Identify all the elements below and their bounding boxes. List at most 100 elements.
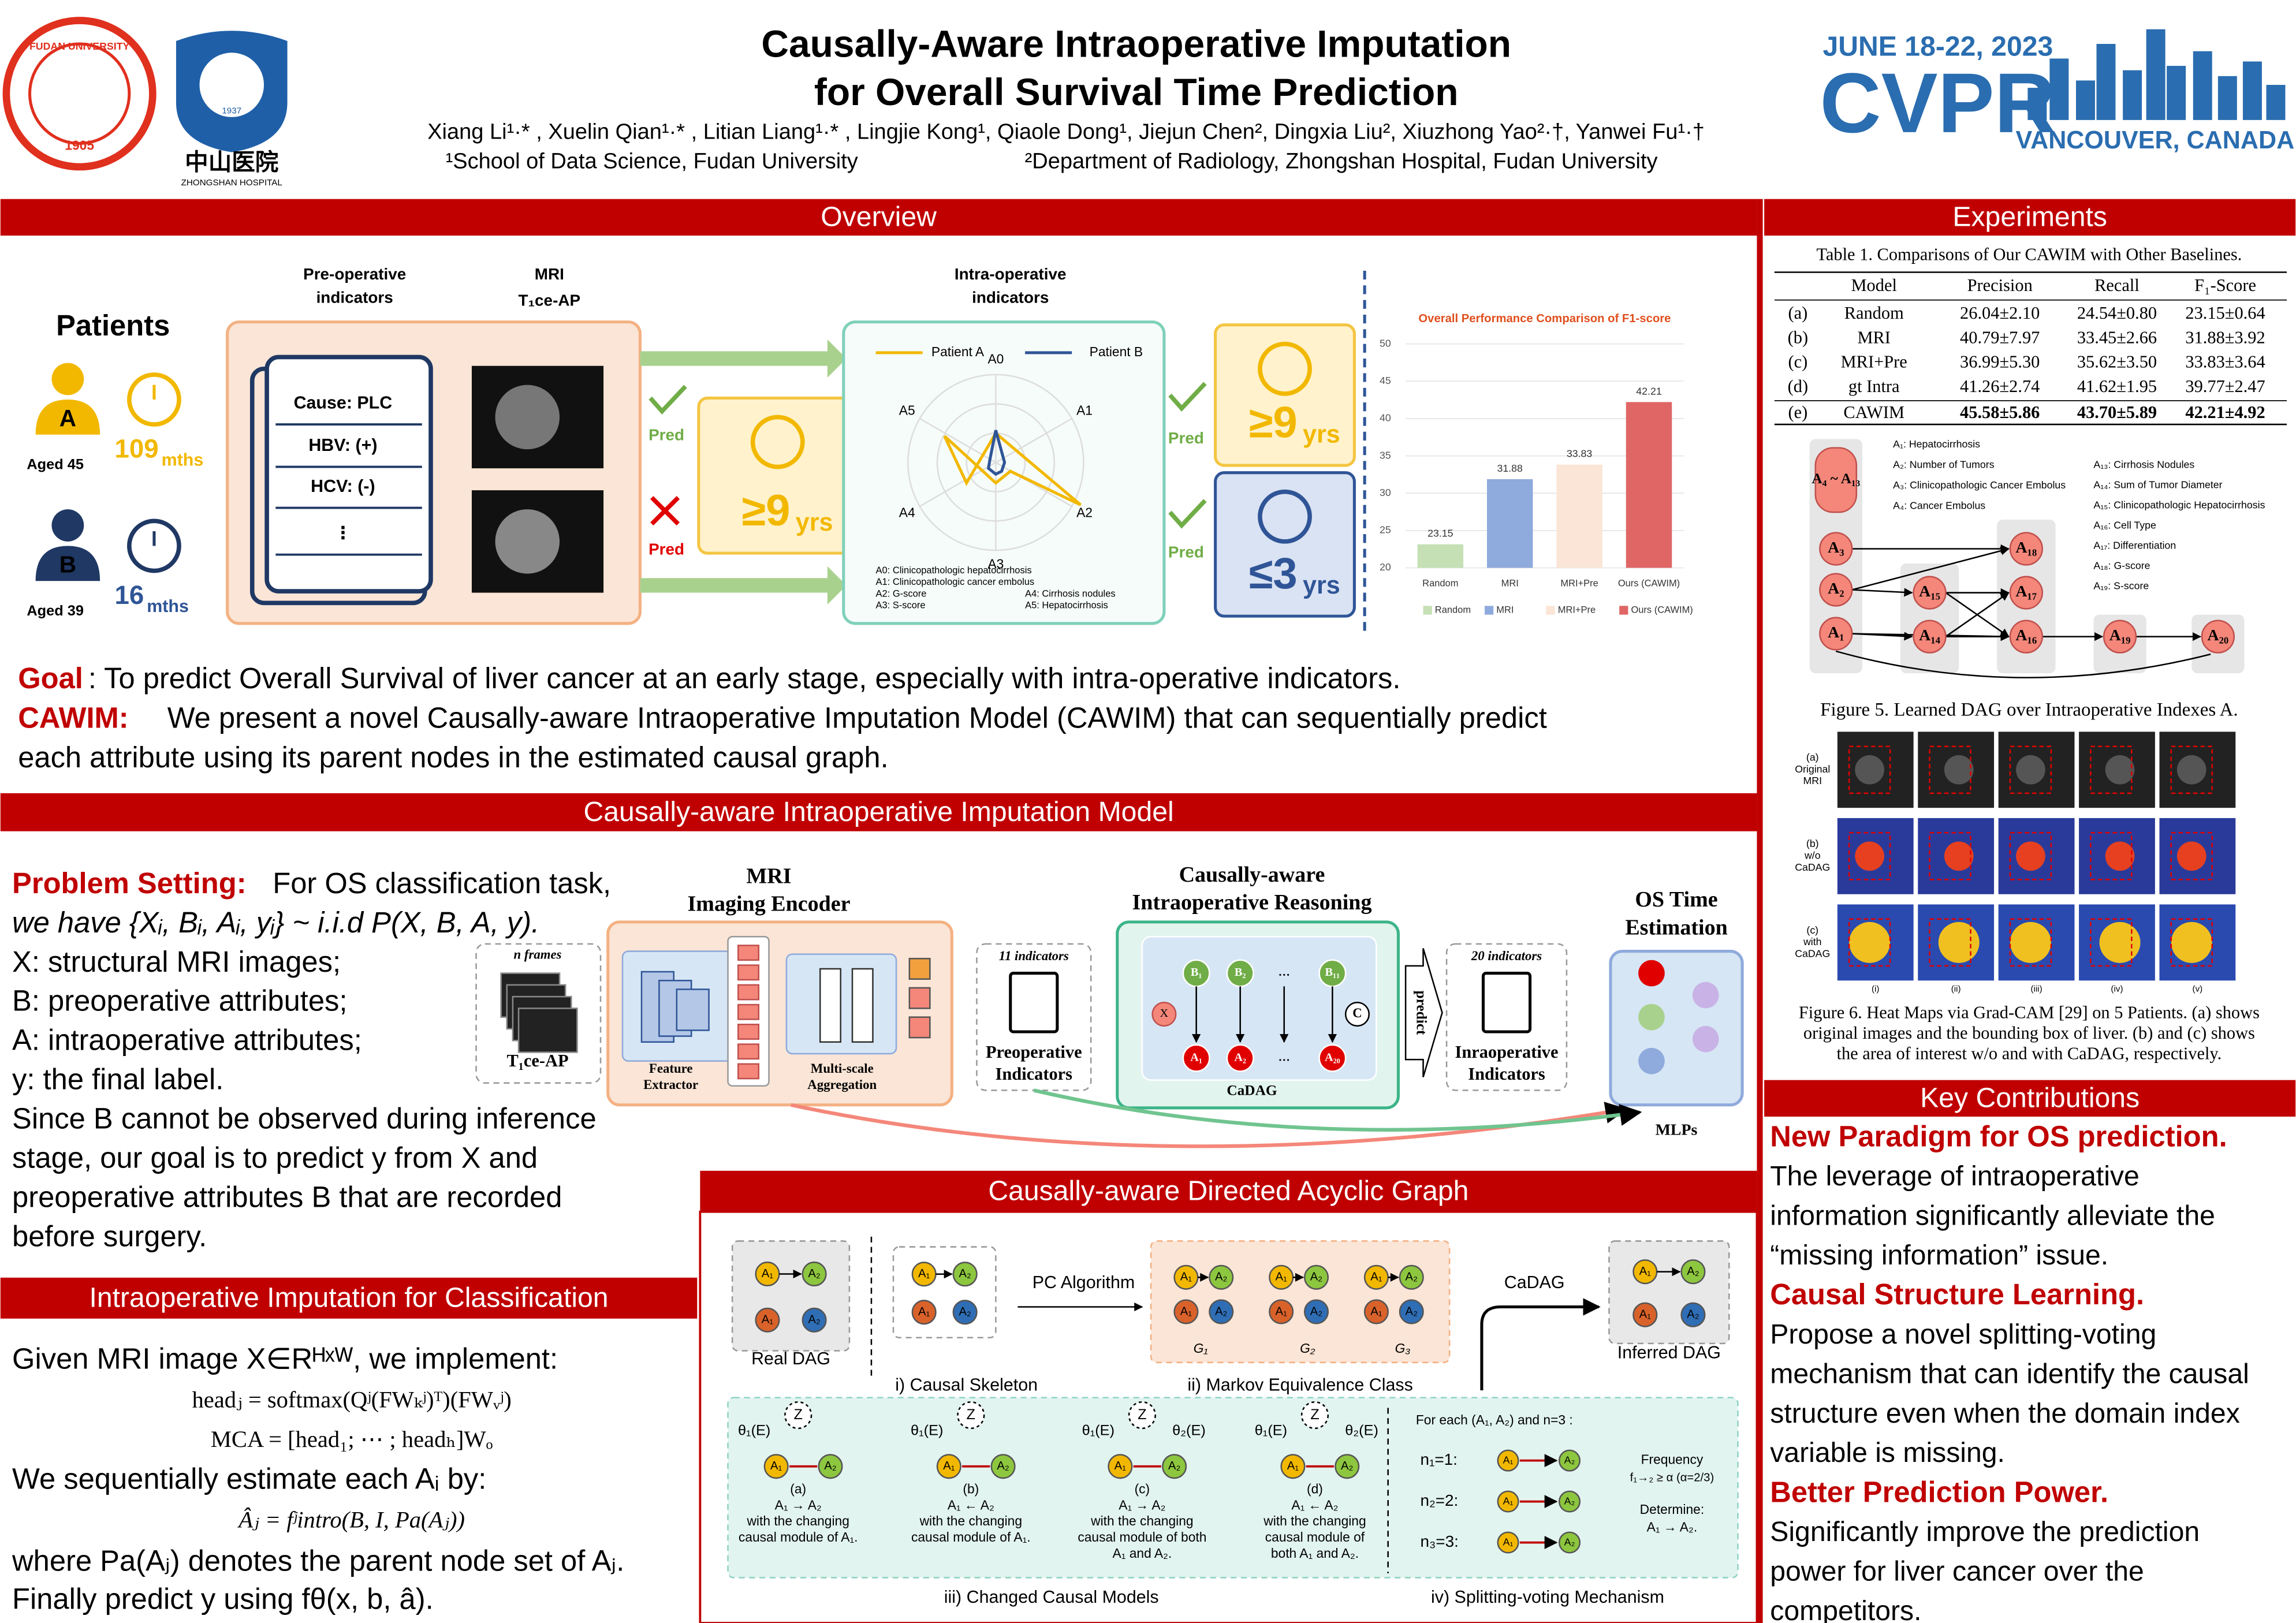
voting-note: Frequency (1641, 1452, 1704, 1467)
section-title: Key Contributions (1920, 1083, 2140, 1114)
legend-swatch (1423, 606, 1432, 615)
logo-text: 1937 (222, 106, 241, 116)
table-caption: Table 1. Comparisons of Our CAWIM with O… (1816, 245, 2242, 264)
table-header: Precision (1967, 275, 2033, 295)
node-label: A₁ (1503, 1536, 1514, 1547)
legend-swatch (1619, 606, 1628, 615)
edge (1835, 650, 2211, 678)
pred-label: Pred (648, 426, 684, 444)
pred-label: Pred (648, 540, 684, 558)
feature-cell (737, 964, 760, 981)
figure-title: Causally-aware (1179, 863, 1325, 887)
node-label: A₁ (770, 1460, 782, 1472)
survival-unit: mths (147, 596, 189, 616)
table-cell: 33.83±3.64 (2185, 352, 2265, 372)
caption: i) Causal Skeleton (895, 1375, 1038, 1394)
graph-box (892, 1246, 997, 1338)
flow-arrow (640, 339, 847, 378)
dag-node (2103, 620, 2137, 654)
logo-text: ZHONGSHAN HOSPITAL (181, 178, 282, 188)
model-caption: with the changing (919, 1513, 1022, 1528)
section-header (1764, 1080, 2296, 1117)
section-header (1764, 199, 2296, 236)
column-title: MRI (535, 265, 564, 283)
problem-text: stage, our goal is to predict y from X a… (12, 1141, 538, 1174)
heatmap-hotspot (1855, 841, 1884, 871)
node-label: Z (1310, 1406, 1319, 1423)
legend-label: MRI+Pre (1558, 605, 1596, 615)
column-label: (i) (1872, 984, 1880, 994)
node-label: A₂ (1687, 1265, 1699, 1278)
graph-node (1399, 1264, 1424, 1290)
layer (676, 988, 710, 1031)
heatmap-hotspot (1849, 921, 1891, 963)
bar (1417, 544, 1464, 568)
node-label: B₁₁ (1325, 966, 1340, 979)
authors: Xiang Li¹·* , Xuelin Qian¹·* , Litian Li… (427, 120, 1705, 144)
y-tick-label: 45 (1380, 375, 1391, 386)
theta-label: θ₁(E) (911, 1423, 943, 1439)
radar-axis-label: A4 (899, 505, 915, 520)
section-header (0, 1277, 698, 1319)
radar-axis-label: A1 (1076, 402, 1093, 417)
indicator-card (264, 355, 433, 594)
graph-box (1608, 1240, 1730, 1345)
model-caption: with the changing (1263, 1513, 1366, 1528)
graph-node (1680, 1259, 1706, 1285)
row-label: MRI (1803, 775, 1822, 786)
survival-time: 16 (114, 580, 144, 610)
body-text: We sequentially estimate each Aᵢ by: (12, 1462, 486, 1495)
y-tick-label: 25 (1380, 524, 1391, 536)
node-label: A₁ (918, 1267, 930, 1280)
voting-row: n₂=2: (1420, 1491, 1458, 1509)
graph-box (731, 1240, 851, 1352)
graph-node (990, 1454, 1016, 1479)
node-label: A₂ (1564, 1454, 1575, 1465)
box-label: Indicators (996, 1064, 1073, 1084)
patient-age: Aged 45 (27, 457, 84, 473)
section-header (700, 1170, 1757, 1212)
y-tick-label: 30 (1380, 487, 1391, 498)
table-cell: 41.26±2.74 (1960, 376, 2040, 396)
graph-node (818, 1454, 843, 1479)
check-mark (1168, 382, 1207, 412)
conf-place: VANCOUVER, CANADA (2016, 126, 2295, 154)
person-icon (51, 363, 84, 396)
contribution-text: Significantly improve the prediction (1770, 1516, 2200, 1547)
contribution-text: mechanism that can identify the causal (1770, 1358, 2249, 1389)
legend-label: MRI (1496, 605, 1514, 615)
data-label: 42.21 (1636, 385, 1661, 397)
graph-node (952, 1262, 978, 1287)
table-cell: 41.62±1.95 (2077, 376, 2157, 396)
dag-node (2009, 576, 2043, 610)
node-label: Z (967, 1406, 975, 1423)
figure-title: MRI (746, 864, 791, 889)
node-label: B₂ (1235, 966, 1246, 979)
caption: ii) Markov Equivalence Class (1187, 1375, 1412, 1394)
graph-node (755, 1307, 780, 1333)
graph-node (1162, 1454, 1187, 1479)
node-label: A₃ (1828, 539, 1844, 557)
node-label: B₁ (1191, 966, 1202, 979)
logo-text: FUDAN UNIVERSITY (29, 40, 130, 52)
heatmap-hotspot (2016, 841, 2045, 871)
node-label: A₂ (1234, 1051, 1246, 1064)
affiliation: ²Department of Radiology, Zhongshan Hosp… (1025, 149, 1658, 173)
graph-node (1335, 1454, 1360, 1479)
section-header (0, 199, 1757, 236)
node-label: A₂ (824, 1460, 836, 1472)
graph-node (1209, 1264, 1234, 1290)
document-icon (1009, 972, 1059, 1034)
graph-node (1497, 1531, 1519, 1554)
body-text: Finally predict y using fθ(x, b, â). (12, 1582, 434, 1615)
cawim-label: CAWIM: (18, 701, 128, 734)
graph-node (1558, 1531, 1581, 1554)
problem-text: Since B cannot be observed during infere… (12, 1102, 597, 1135)
model-caption: A₁ ← A₂ (948, 1497, 994, 1512)
problem-text: For OS classification task, (273, 867, 611, 900)
mlp-node (1692, 982, 1719, 1009)
z-node (784, 1401, 812, 1430)
patients-label: Patients (56, 309, 170, 342)
model-caption: causal module of A₁. (911, 1529, 1031, 1544)
figure-caption: Figure 5. Learned DAG over Intraoperativ… (1820, 699, 2238, 720)
